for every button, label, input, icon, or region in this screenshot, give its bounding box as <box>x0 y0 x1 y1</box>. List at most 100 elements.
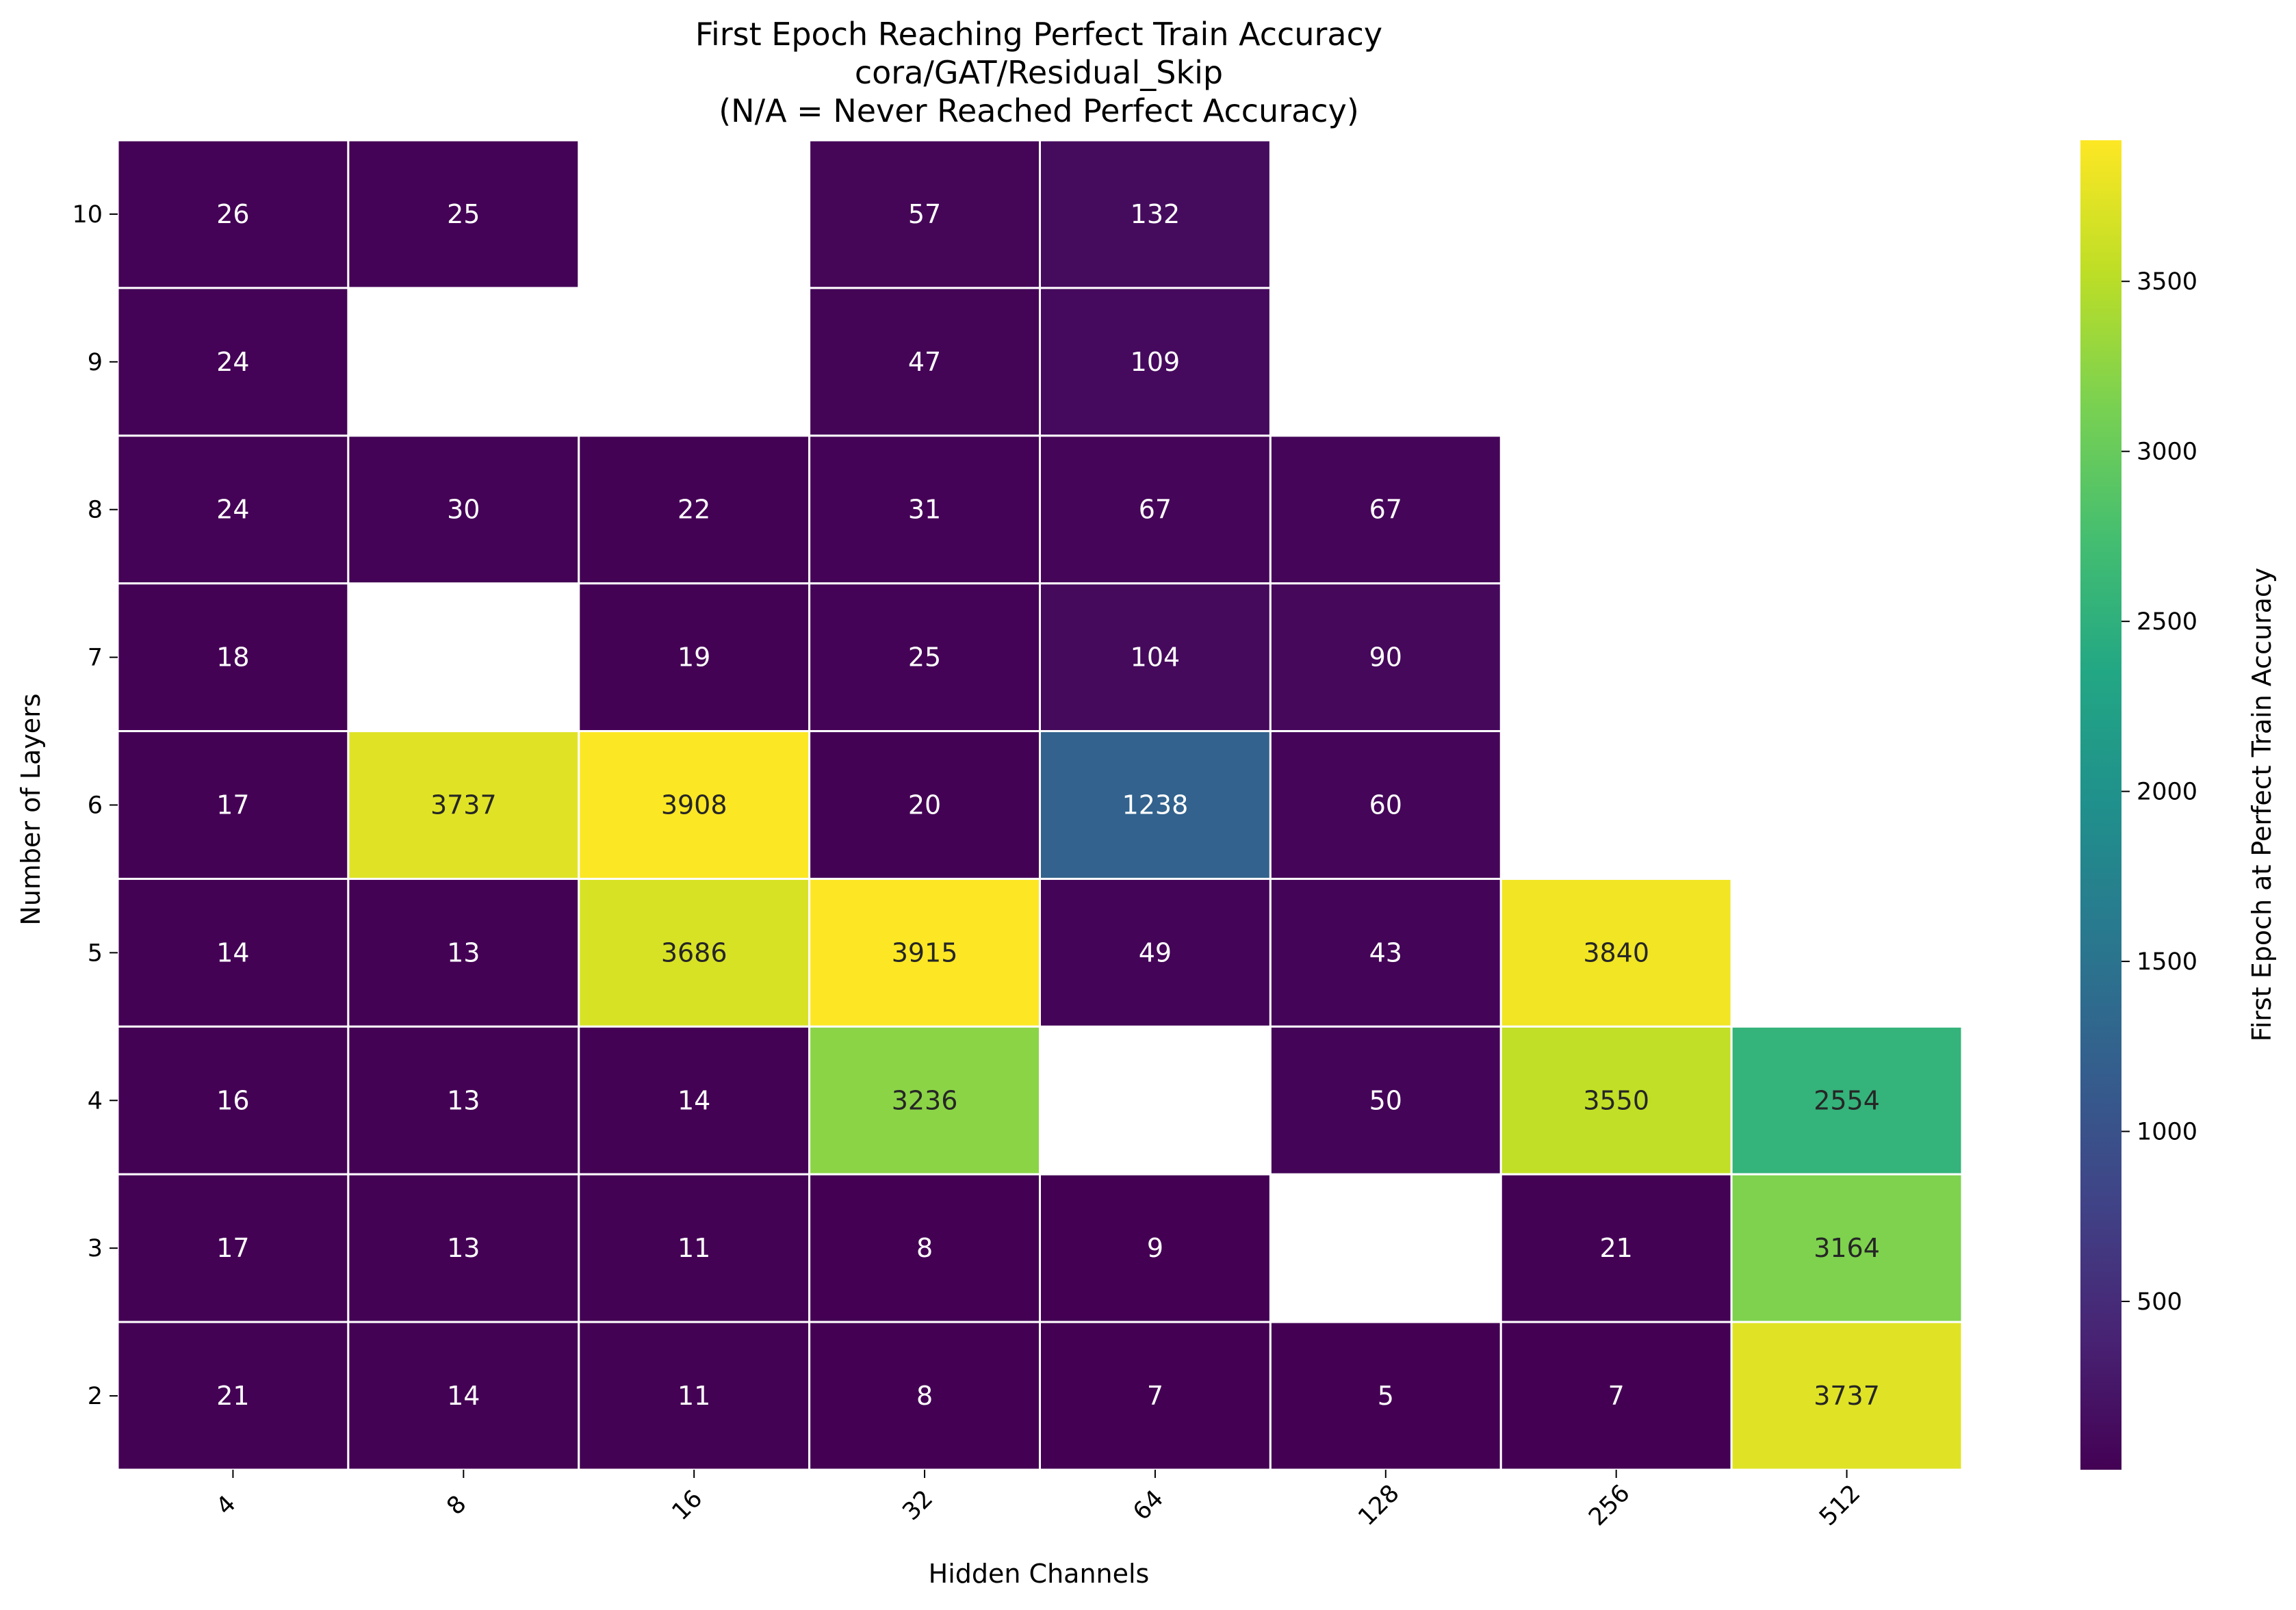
y-tick-label: 4 <box>88 1087 103 1115</box>
cell-value-label: 14 <box>447 1381 480 1411</box>
cell-value-label: 2554 <box>1814 1085 1880 1115</box>
cell-value-label: 60 <box>1369 790 1402 820</box>
heatmap-cell <box>808 730 1041 880</box>
cell-value-label: 104 <box>1131 642 1181 673</box>
title-line-1: First Epoch Reaching Perfect Train Accur… <box>695 16 1382 53</box>
cell-value-label: 132 <box>1131 199 1181 229</box>
heatmap-cell <box>1039 582 1272 733</box>
heatmap-cell <box>347 434 580 585</box>
chart-title: First Epoch Reaching Perfect Train Accur… <box>695 16 1382 129</box>
heatmap-cell <box>1039 877 1272 1028</box>
heatmap-cell <box>808 877 1041 1028</box>
x-tick-label: 64 <box>1128 1485 1169 1526</box>
cell-value-label: 19 <box>678 642 710 673</box>
cell-value-label: 16 <box>216 1085 249 1115</box>
x-tick-label: 8 <box>442 1490 472 1520</box>
cell-value-label: 1238 <box>1122 790 1189 820</box>
heatmap-cell <box>347 1173 580 1323</box>
cell-value-label: 22 <box>678 495 710 525</box>
heatmap-cell <box>1269 1321 1502 1471</box>
cell-value-label: 14 <box>678 1085 710 1115</box>
y-tick-label: 3 <box>88 1235 103 1262</box>
heatmap-cell <box>578 877 811 1028</box>
heatmap-cell <box>1499 1025 1733 1176</box>
title-line-3: (N/A = Never Reached Perfect Accuracy) <box>719 92 1359 129</box>
heatmap-cell <box>1269 582 1502 733</box>
cell-value-label: 25 <box>908 642 941 673</box>
y-tick-label: 2 <box>88 1383 103 1410</box>
colorbar-gradient <box>2080 140 2121 1470</box>
heatmap-cell <box>1730 1173 1963 1323</box>
colorbar-tick-label: 2000 <box>2137 779 2197 806</box>
y-axis-ticks: 10 9 8 7 6 5 4 3 2 <box>72 201 118 1410</box>
cell-value-label: 3236 <box>892 1085 958 1115</box>
colorbar: 500 1000 1500 2000 2500 3000 3500 First Epoch … <box>2080 140 2277 1470</box>
cell-value-label: 3164 <box>1814 1233 1880 1263</box>
heatmap-cell <box>116 1173 350 1323</box>
cell-value-label: 3908 <box>661 790 727 820</box>
colorbar-ticks: 500 1000 1500 2000 2500 3000 3500 <box>2121 268 2197 1316</box>
cell-value-label: 30 <box>447 495 480 525</box>
y-tick-label: 6 <box>88 792 103 820</box>
cell-value-label: 31 <box>908 495 941 525</box>
heatmap-cell <box>116 1321 350 1471</box>
colorbar-tick-label: 1500 <box>2137 948 2197 976</box>
cell-value-label: 21 <box>216 1381 249 1411</box>
heatmap-cell <box>347 139 580 289</box>
y-tick-label: 9 <box>88 349 103 376</box>
cell-value-label: 11 <box>678 1381 710 1411</box>
heatmap-cell <box>808 1025 1041 1176</box>
cell-value-label: 11 <box>678 1233 710 1263</box>
cell-value-label: 24 <box>216 347 249 377</box>
x-tick-label: 128 <box>1353 1479 1405 1531</box>
heatmap-cell <box>1730 1321 1963 1471</box>
heatmap-cell <box>347 1321 580 1471</box>
cell-value-label: 47 <box>908 347 941 377</box>
heatmap-cell <box>1039 434 1272 585</box>
heatmap-cell <box>347 730 580 880</box>
cell-value-label: 3686 <box>661 937 727 968</box>
x-tick-label: 32 <box>897 1485 938 1526</box>
cell-value-label: 43 <box>1369 937 1402 968</box>
colorbar-label: First Epoch at Perfect Train Accuracy <box>2247 568 2277 1042</box>
y-axis-label: Number of Layers <box>16 693 46 925</box>
cell-value-label: 18 <box>216 642 249 673</box>
cell-value-label: 3737 <box>1814 1381 1880 1411</box>
x-tick-label: 256 <box>1584 1479 1636 1531</box>
cell-value-label: 3737 <box>430 790 497 820</box>
x-axis-ticks: 4 8 16 32 64 128 256 512 <box>211 1470 1866 1531</box>
heatmap-cell <box>116 287 350 437</box>
heatmap-cell <box>578 434 811 585</box>
cell-value-label: 17 <box>216 790 249 820</box>
heatmap-cell <box>808 287 1041 437</box>
x-tick-label: 16 <box>667 1485 708 1526</box>
cell-value-label: 3840 <box>1583 937 1649 968</box>
heatmap-cell <box>578 1321 811 1471</box>
heatmap-cell <box>1039 1173 1272 1323</box>
heatmap-cell <box>578 582 811 733</box>
cell-value-label: 50 <box>1369 1085 1402 1115</box>
heatmap-cell <box>116 582 350 733</box>
heatmap-cell <box>1269 730 1502 880</box>
cell-value-label: 21 <box>1600 1233 1633 1263</box>
heatmap-cell <box>1039 139 1272 289</box>
heatmap-cell <box>808 582 1041 733</box>
cell-value-label: 5 <box>1378 1381 1394 1411</box>
y-tick-label: 8 <box>88 497 103 524</box>
cell-value-label: 90 <box>1369 642 1402 673</box>
cell-value-label: 3915 <box>892 937 958 968</box>
colorbar-tick-label: 1000 <box>2137 1119 2197 1146</box>
cell-value-label: 24 <box>216 495 249 525</box>
heatmap-cell <box>1269 434 1502 585</box>
colorbar-tick-label: 2500 <box>2137 608 2197 636</box>
cell-value-label: 8 <box>916 1233 933 1263</box>
cell-value-label: 7 <box>1147 1381 1163 1411</box>
colorbar-tick-label: 500 <box>2137 1288 2182 1316</box>
heatmap-cell <box>1039 1321 1272 1471</box>
heatmap-cell <box>1269 1025 1502 1176</box>
heatmap-cell <box>1730 1025 1963 1176</box>
cell-value-label: 7 <box>1608 1381 1625 1411</box>
cell-value-label: 26 <box>216 199 249 229</box>
